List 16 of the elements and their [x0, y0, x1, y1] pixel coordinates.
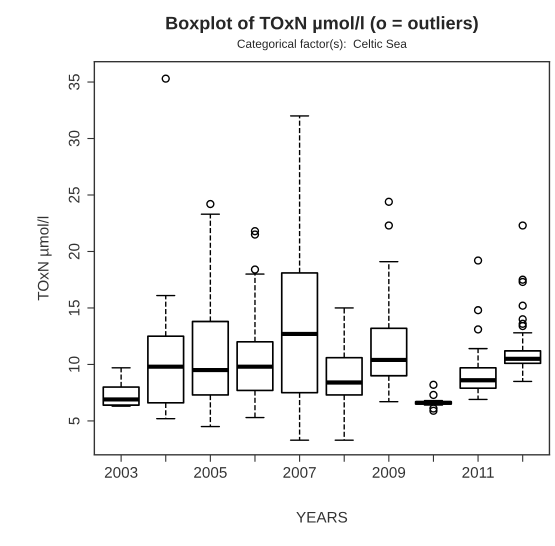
y-tick-label: 5 [68, 417, 80, 425]
x-tick-label: 2009 [372, 467, 406, 478]
chart-title: Boxplot of TOxN µmol/l (o = outliers) [166, 16, 478, 33]
x-tick-label: 2011 [462, 467, 494, 478]
y-tick-label: 20 [68, 244, 80, 260]
x-tick-label: 2007 [283, 467, 316, 478]
x-tick-label: 2003 [104, 467, 138, 478]
x-tick-label: 2005 [194, 467, 227, 478]
y-axis-title: TOxN µmol/l [37, 216, 52, 300]
x-axis-title: YEARS [296, 512, 348, 523]
y-tick-label: 30 [68, 130, 80, 146]
y-tick-label: 15 [68, 300, 80, 316]
y-tick-label: 25 [68, 187, 80, 203]
y-tick-label: 35 [68, 74, 80, 90]
y-tick-label: 10 [68, 356, 80, 372]
chart-subtitle: Categorical factor(s): Celtic Sea [238, 39, 407, 50]
